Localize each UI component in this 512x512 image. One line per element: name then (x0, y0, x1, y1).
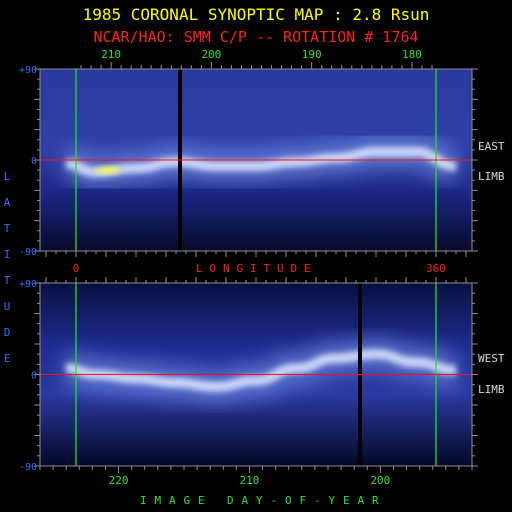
day-of-year-axis-label: IMAGE DAY-OF-YEAR (140, 494, 379, 507)
limb-label-top: LIMB (478, 170, 505, 183)
latitude-tick-label: 0 (31, 156, 37, 167)
longitude-tick-label: 360 (426, 262, 446, 275)
streamer-belt-core (65, 146, 457, 178)
day-of-year-label-text: IMAGE DAY-OF-YEAR (140, 494, 379, 507)
west-limb-panel (34, 282, 478, 467)
top-day-tick-label: 200 (201, 48, 221, 61)
latitude-axis-label: LATITUDE (4, 170, 11, 365)
top-day-tick-label: 210 (101, 48, 121, 61)
longitude-axis-label: LONGITUDE (196, 262, 311, 275)
chart-title: 1985 CORONAL SYNOPTIC MAP : 2.8 Rsun (83, 5, 430, 24)
limb-label-bottom: LIMB (478, 383, 505, 396)
bottom-day-axis: 220 210 200 (39, 466, 473, 487)
longitude-axis: 0 360 (45, 251, 467, 283)
longitude-tick-label: 0 (73, 262, 80, 275)
bottom-day-tick-label: 220 (109, 474, 129, 487)
latitude-tick-label: +90 (19, 65, 37, 76)
top-day-tick-label: 190 (302, 48, 322, 61)
streamer-belt (64, 134, 458, 190)
chart-subtitle: NCAR/HAO: SMM C/P -- ROTATION # 1764 (93, 28, 418, 46)
top-day-axis: 210 200 190 180 (80, 48, 433, 69)
latitude-tick-label: -90 (19, 462, 37, 473)
top-day-tick-label: 180 (402, 48, 422, 61)
bottom-day-tick-label: 210 (240, 474, 260, 487)
east-label: EAST (478, 140, 505, 153)
east-limb-panel (34, 68, 478, 252)
streamer-belt (65, 337, 457, 404)
bottom-day-tick-label: 200 (370, 474, 390, 487)
streamer-belt-core (65, 349, 457, 392)
west-label: WEST (478, 352, 505, 365)
latitude-axis: +90 0 -90 +90 0 -90 (19, 65, 37, 473)
latitude-tick-label: 0 (31, 371, 37, 382)
latitude-tick-label: +90 (19, 279, 37, 290)
latitude-tick-label: -90 (19, 247, 37, 258)
longitude-label-text: LONGITUDE (196, 262, 311, 275)
latitude-label-text: LATITUDE (4, 170, 11, 365)
bright-feature (96, 167, 120, 174)
